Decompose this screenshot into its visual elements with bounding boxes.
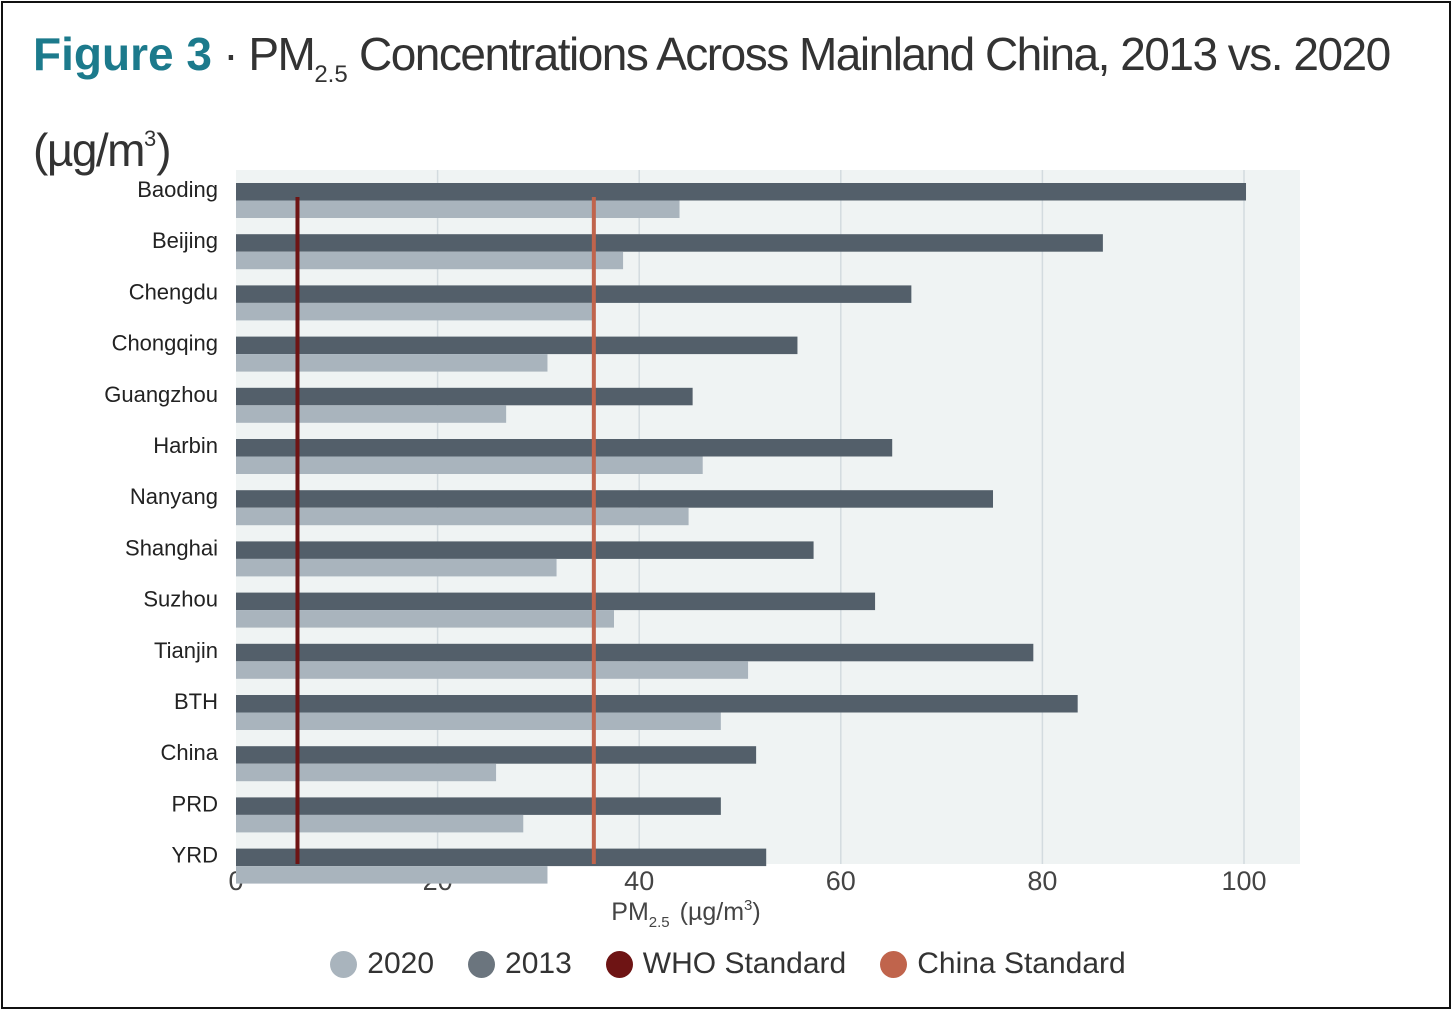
bar-2020 (236, 354, 548, 372)
bar-2013 (236, 234, 1103, 252)
bar-2020 (236, 405, 507, 423)
bar-2020 (236, 661, 749, 679)
bar-2020 (236, 302, 593, 321)
title-separator: · (223, 28, 238, 80)
bar-2020 (236, 763, 497, 782)
y-category-label: Baoding (137, 177, 218, 202)
y-category-label: Guangzhou (104, 382, 218, 407)
title-text: Concentrations Across Mainland China, 20… (358, 28, 1391, 80)
x-tick-label: 60 (826, 866, 856, 896)
legend-swatch-2013 (468, 950, 496, 978)
y-category-label: Tianjin (154, 638, 218, 663)
bar-2013 (236, 183, 1247, 201)
y-category-label: China (161, 740, 219, 765)
title-unit: (µg/m (33, 124, 146, 176)
y-category-label: Nanyang (130, 484, 218, 509)
x-tick-label: 80 (1027, 866, 1057, 896)
x-tick-label: 40 (624, 866, 654, 896)
y-category-label: BTH (174, 689, 218, 714)
legend-swatch-china (880, 950, 908, 978)
bar-2020 (236, 507, 689, 526)
bar-2020 (236, 200, 680, 218)
legend-swatch-who (605, 950, 633, 978)
y-category-label: Chongqing (112, 331, 218, 356)
y-category-label: Beijing (152, 228, 218, 253)
legend-swatch-2020 (330, 950, 358, 978)
y-category-label: Chengdu (129, 279, 218, 304)
bar-2013 (236, 336, 798, 355)
bar-2020 (236, 456, 703, 474)
y-category-label: PRD (172, 791, 218, 816)
title-unit-close: ) (156, 124, 171, 176)
y-category-label: YRD (172, 843, 218, 868)
legend: 2020 2013 WHO Standard China Standard (0, 942, 1456, 986)
bar-2020 (236, 610, 614, 628)
bar-2013 (236, 439, 893, 457)
bar-2020 (236, 814, 524, 833)
legend-label-2013: 2013 (505, 947, 572, 980)
x-tick-label: 100 (1221, 866, 1266, 896)
bar-2013 (236, 592, 876, 611)
bar-2013 (236, 848, 767, 867)
bar-2013 (236, 541, 814, 559)
bar-2020 (236, 251, 624, 270)
y-category-label: Suzhou (143, 587, 218, 612)
title-unit-superscript: 3 (144, 126, 157, 151)
title-pm: PM (248, 28, 316, 80)
bar-2013 (236, 695, 1078, 713)
chart-title: Figure 3 · PM2.5 Concentrations Across M… (33, 22, 1413, 182)
x-axis-label: PM2.5 (µg/m3) (611, 897, 760, 931)
bar-2020 (236, 558, 557, 577)
bar-2013 (236, 797, 721, 815)
bar-2020 (236, 712, 721, 730)
y-category-label: Shanghai (125, 535, 218, 560)
bar-2013 (236, 285, 912, 303)
legend-label-2020: 2020 (367, 947, 435, 980)
legend-label-who: WHO Standard (642, 947, 847, 980)
legend-item-china: China Standard (880, 947, 1126, 981)
legend-item-who: WHO Standard (605, 947, 847, 981)
figure-label: Figure 3 (33, 28, 212, 80)
legend-label-china: China Standard (917, 947, 1126, 980)
y-category-label: Harbin (153, 433, 218, 458)
bar-2013 (236, 387, 693, 406)
bar-2013 (236, 643, 1034, 662)
title-pm-subscript: 2.5 (314, 61, 348, 88)
legend-item-2020: 2020 (330, 947, 434, 981)
bar-2013 (236, 746, 757, 764)
bar-2013 (236, 490, 994, 508)
legend-item-2013: 2013 (468, 947, 572, 981)
bar-2020 (236, 866, 548, 884)
